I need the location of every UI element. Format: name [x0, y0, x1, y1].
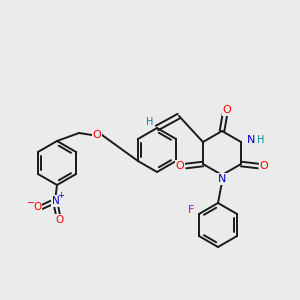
- Text: N: N: [218, 174, 226, 184]
- Text: H: H: [146, 117, 154, 127]
- Text: H: H: [257, 135, 265, 145]
- Text: O: O: [33, 202, 41, 212]
- Text: F: F: [188, 205, 194, 215]
- Text: +: +: [58, 191, 64, 200]
- Text: O: O: [260, 161, 268, 171]
- Text: O: O: [55, 215, 63, 225]
- Text: N: N: [247, 135, 255, 145]
- Text: N: N: [52, 196, 60, 206]
- Text: O: O: [223, 105, 231, 115]
- Text: O: O: [176, 161, 184, 171]
- Text: O: O: [93, 130, 101, 140]
- Text: −: −: [27, 198, 35, 208]
